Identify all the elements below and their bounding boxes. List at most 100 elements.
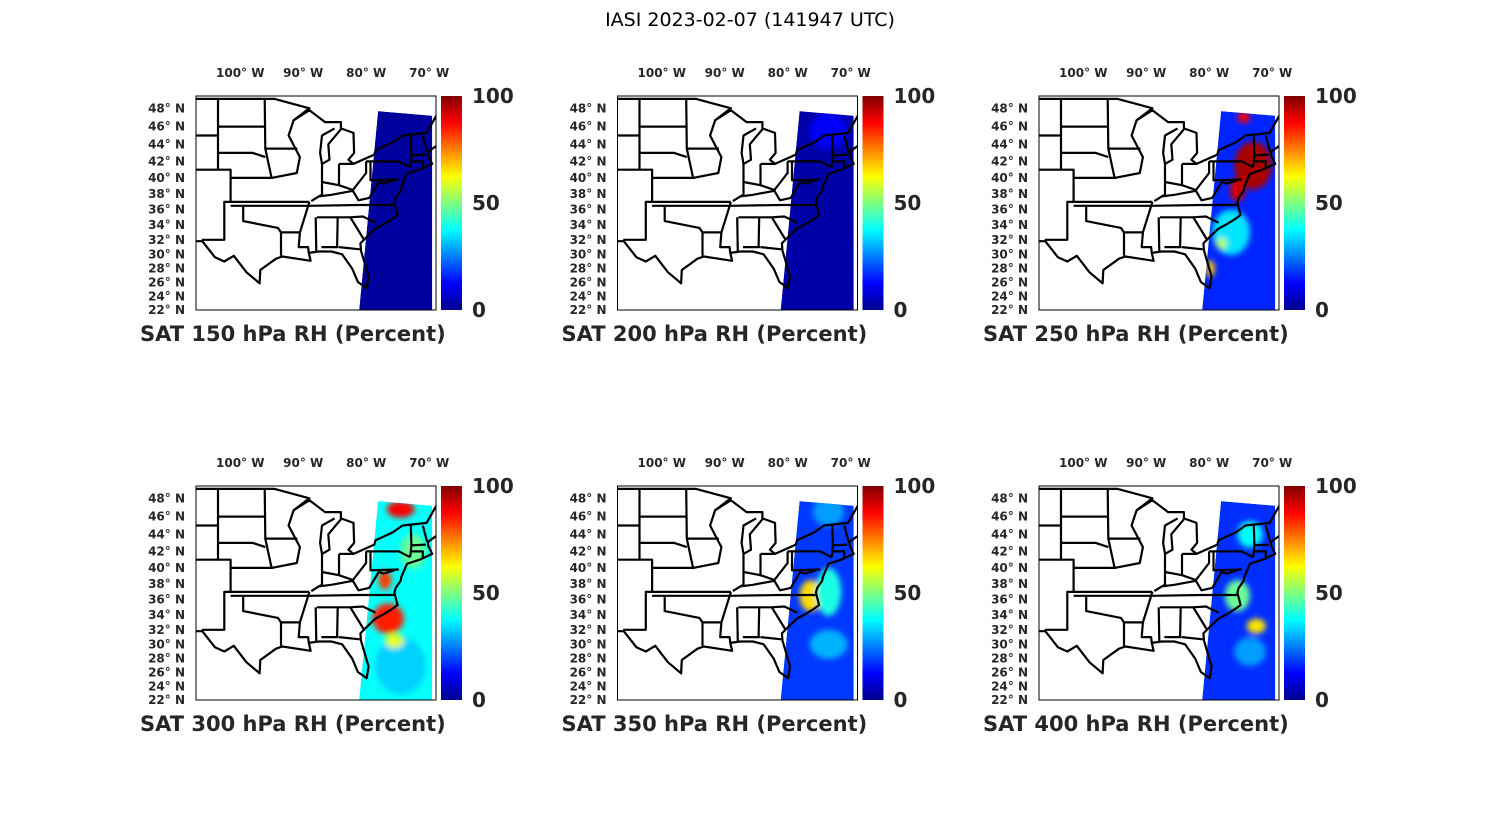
lat-tick-label: 38° N — [148, 577, 185, 591]
boundary-line — [1159, 606, 1182, 639]
lat-tick-label: 32° N — [148, 623, 185, 637]
rh-field-blob — [1212, 209, 1251, 256]
lon-tick-label: 70° W — [1252, 456, 1292, 470]
lat-tick-label: 22° N — [570, 303, 607, 317]
lat-tick-label: 44° N — [148, 137, 185, 151]
lon-tick-label: 90° W — [1126, 66, 1166, 80]
lat-tick-label: 38° N — [570, 577, 607, 591]
lat-tick-label: 26° N — [148, 666, 185, 680]
boundary-line — [738, 606, 761, 639]
boundary-line — [759, 605, 798, 614]
rh-field-blob — [812, 501, 845, 526]
lat-tick-label: 32° N — [570, 623, 607, 637]
panel-title: SAT 150 hPa RH (Percent) — [140, 322, 446, 346]
colorbar-tick-label: 50 — [894, 191, 922, 215]
basemap — [196, 487, 436, 680]
lat-tick-label: 34° N — [148, 608, 185, 622]
swath-fields — [809, 112, 848, 150]
boundary-line — [196, 487, 436, 680]
boundary-line — [421, 135, 429, 153]
lat-tick-label: 46° N — [991, 120, 1028, 134]
basemap — [617, 97, 858, 290]
boundary-line — [1180, 215, 1219, 224]
lat-tick-label: 22° N — [148, 693, 185, 707]
lat-tick-label: 44° N — [991, 137, 1028, 151]
boundary-line — [1061, 151, 1109, 159]
boundary-line — [843, 525, 850, 543]
panel-title: SAT 200 hPa RH (Percent) — [562, 322, 868, 346]
lat-tick-label: 48° N — [991, 101, 1028, 115]
map-panel-2: 100° W 90° W 80° W 70° W 48° N 46° N 44° N 42° … — [562, 66, 936, 346]
boundary-line — [366, 550, 399, 572]
lat-tick-label: 48° N — [148, 101, 185, 115]
lat-tick-label: 46° N — [570, 120, 607, 134]
basemap — [1039, 487, 1279, 680]
boundary-line — [1181, 636, 1203, 641]
lat-tick-label: 34° N — [148, 218, 185, 232]
boundary-line — [409, 525, 413, 558]
rh-field-blob — [809, 112, 848, 150]
lat-tick-label: 48° N — [570, 101, 607, 115]
lon-tick-label: 80° W — [1189, 456, 1229, 470]
map-panel-5: 100° W 90° W 80° W 70° W 48° N 46° N 44° N 42° … — [562, 456, 936, 736]
boundary-line — [792, 160, 833, 169]
boundary-line — [366, 160, 399, 182]
boundary-line — [297, 591, 311, 644]
rh-field-blob — [375, 637, 426, 695]
boundary-line — [787, 550, 821, 572]
boundary-line — [738, 216, 761, 249]
boundary-line — [663, 595, 704, 624]
lat-tick-label: 28° N — [991, 262, 1028, 276]
lat-tick-label: 30° N — [570, 247, 607, 261]
lat-tick-label: 26° N — [570, 276, 607, 290]
lat-tick-label: 36° N — [148, 203, 185, 217]
lat-tick-label: 38° N — [148, 187, 185, 201]
lat-tick-label: 26° N — [991, 276, 1028, 290]
lat-tick-label: 40° N — [148, 561, 185, 575]
lon-tick-label: 80° W — [346, 456, 386, 470]
boundary-line — [639, 151, 688, 159]
boundary-line — [421, 525, 429, 543]
lon-tick-label: 100° W — [1059, 66, 1107, 80]
boundary-line — [318, 569, 395, 592]
boundary-line — [1254, 543, 1269, 547]
lat-tick-label: 28° N — [570, 652, 607, 666]
lon-tick-label: 90° W — [705, 66, 745, 80]
panel-title: SAT 250 hPa RH (Percent) — [983, 322, 1289, 346]
lon-tick-label: 100° W — [216, 456, 264, 470]
lat-tick-label: 30° N — [991, 637, 1028, 651]
boundary-line — [1085, 205, 1125, 234]
boundary-line — [338, 161, 368, 192]
map-frame — [1038, 485, 1280, 701]
boundary-line — [318, 179, 395, 202]
rh-field-blob — [815, 567, 842, 616]
boundary-line — [740, 569, 817, 592]
boundary-line — [787, 160, 821, 182]
lon-tick-label: 80° W — [768, 66, 808, 80]
boundary-line — [337, 605, 376, 614]
boundary-line — [230, 203, 396, 207]
lat-tick-label: 46° N — [570, 510, 607, 524]
lon-tick-label: 100° W — [638, 456, 686, 470]
lat-tick-label: 30° N — [148, 247, 185, 261]
boundary-line — [832, 550, 846, 558]
colorbar-tick-label: 100 — [472, 474, 514, 498]
boundary-line — [760, 636, 782, 641]
lat-tick-label: 34° N — [991, 218, 1028, 232]
rh-field-blob — [1216, 237, 1227, 250]
lat-tick-label: 28° N — [148, 652, 185, 666]
lat-tick-label: 38° N — [991, 187, 1028, 201]
lon-tick-label: 70° W — [831, 456, 871, 470]
lat-tick-label: 24° N — [148, 289, 185, 303]
basemap — [1039, 97, 1279, 290]
boundary-line — [832, 153, 848, 157]
colorbar-tick-label: 50 — [1315, 191, 1343, 215]
lat-tick-label: 42° N — [148, 544, 185, 558]
boundary-line — [617, 487, 858, 680]
panel-title: SAT 300 hPa RH (Percent) — [140, 712, 446, 736]
boundary-line — [652, 593, 818, 597]
lat-tick-label: 40° N — [570, 171, 607, 185]
rh-field-blob — [378, 570, 392, 590]
lat-tick-label: 40° N — [991, 561, 1028, 575]
map-panel-1: 100° W 90° W 80° W 70° W 48° N 46° N 44° N 42° … — [140, 66, 514, 346]
